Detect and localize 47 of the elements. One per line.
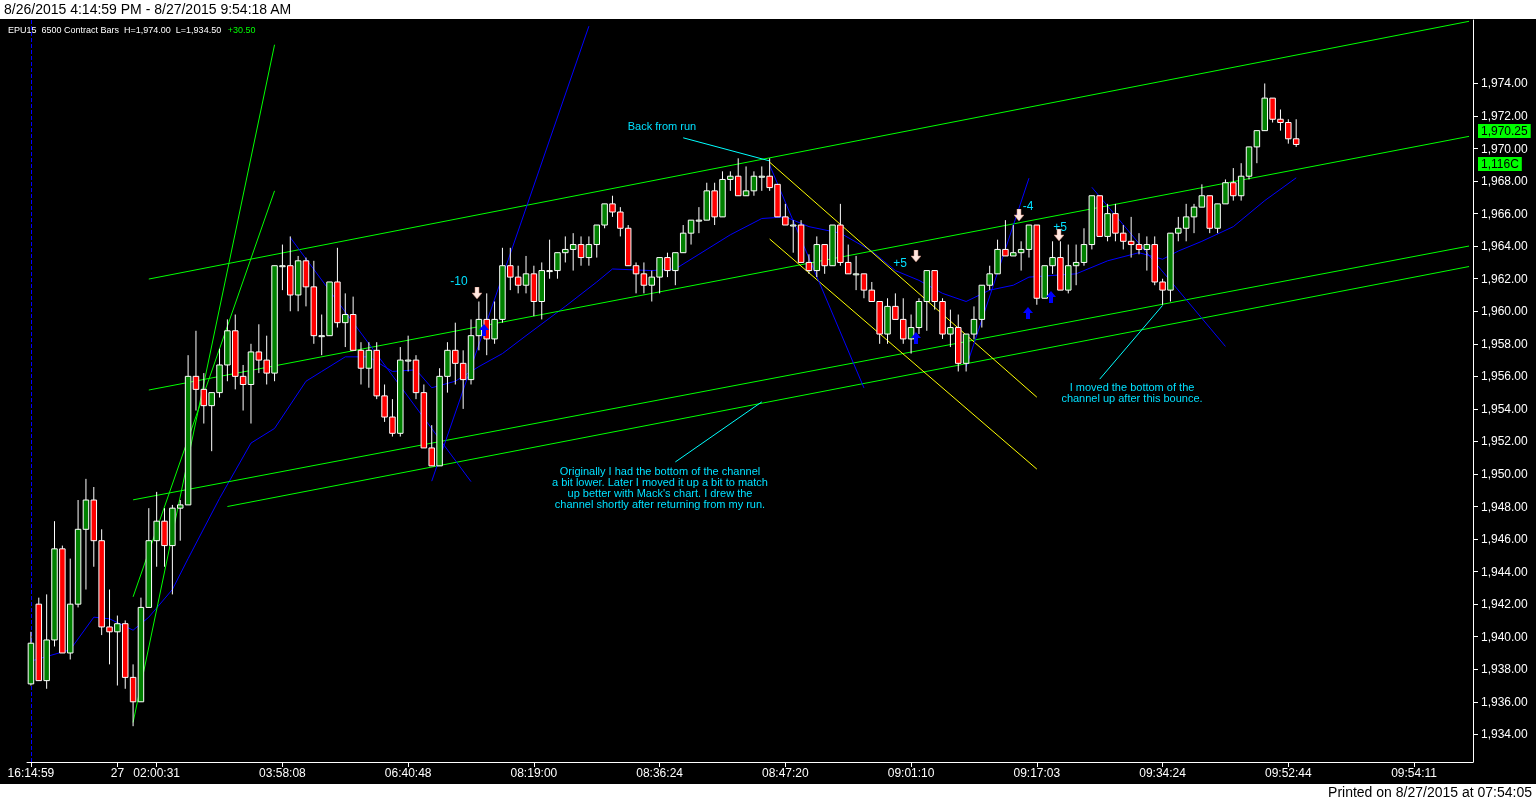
x-tick-label: 08:19:00 bbox=[510, 766, 558, 780]
annotation: +5 bbox=[893, 256, 908, 270]
x-tick-label: 03:58:08 bbox=[259, 766, 307, 780]
text: EPU15 6500 Contract Bars H=1,974.00 L=1,934.50 bbox=[8, 25, 222, 35]
y-tick-label: 1,938.00 bbox=[1481, 662, 1529, 677]
x-tick-label: 08:47:20 bbox=[762, 766, 810, 780]
y-tick-label: 1,956.00 bbox=[1481, 369, 1529, 384]
annotation: Originally I had the bottom of the channel a bit lower. Later I moved it up a bit to match up better with Mack's chart. I drew the channel shortly after returning from my run. bbox=[552, 464, 768, 510]
x-tick-label: 09:52:44 bbox=[1264, 766, 1312, 780]
x-tick-label: 09:17:03 bbox=[1013, 766, 1061, 780]
y-tick-label: 1,948.00 bbox=[1481, 499, 1529, 514]
y-tick-label: 1,964.00 bbox=[1481, 239, 1529, 254]
y-tick-label: 1,950.00 bbox=[1481, 466, 1529, 481]
y-tick-label: 1,942.00 bbox=[1481, 597, 1529, 612]
x-tick-label: 16:14:59 bbox=[7, 766, 55, 780]
y-tick-label: 1,970.00 bbox=[1481, 141, 1529, 156]
y-tick-label: 1,940.00 bbox=[1481, 629, 1529, 644]
y-tick-label: 1,966.00 bbox=[1481, 206, 1529, 221]
annotation: -4 bbox=[1022, 199, 1034, 213]
x-tick-label: 09:34:24 bbox=[1139, 766, 1187, 780]
y-tick-label: 1,972.00 bbox=[1481, 109, 1529, 123]
x-tick-label: 09:54:11 bbox=[1391, 766, 1438, 780]
x-tick-label: 02:00:31 bbox=[133, 766, 181, 780]
y-tick-label: 1,962.00 bbox=[1481, 271, 1529, 286]
annotation: Back from run bbox=[627, 120, 697, 132]
x-tick-label: 06:40:48 bbox=[384, 766, 432, 780]
x-tick-label: 27 bbox=[110, 766, 125, 780]
y-tick-label: 1,944.00 bbox=[1481, 564, 1529, 579]
y-tick-label: 1,954.00 bbox=[1481, 401, 1529, 416]
annotation: -10 bbox=[450, 274, 468, 288]
chart-title: 8/26/2015 4:14:59 PM - 8/27/2015 9:54:18 AM bbox=[4, 1, 292, 17]
y-tick-label: 1,936.00 bbox=[1481, 694, 1529, 709]
y-tick-label: 1,968.00 bbox=[1481, 174, 1529, 189]
y-tick-label: 1,946.00 bbox=[1481, 532, 1529, 547]
text: 1,116C bbox=[1481, 157, 1520, 171]
annotation: +30.50 bbox=[227, 25, 256, 35]
annotation: +5 bbox=[1053, 220, 1068, 234]
annotation: I moved the bottom of the channel up after this bounce. bbox=[1061, 380, 1203, 404]
y-tick-label: 1,974.00 bbox=[1481, 76, 1529, 91]
x-tick-label: 09:01:10 bbox=[887, 766, 935, 780]
y-tick-label: 1,958.00 bbox=[1481, 336, 1529, 351]
y-tick-label: 1,960.00 bbox=[1481, 304, 1529, 319]
y-tick-label: 1,934.00 bbox=[1481, 727, 1529, 742]
y-tick-label: 1,952.00 bbox=[1481, 434, 1529, 449]
text: 1,970.25 bbox=[1481, 124, 1529, 138]
text: Printed on 8/27/2015 at 07:54:05 bbox=[1328, 784, 1532, 800]
x-tick-label: 08:36:24 bbox=[636, 766, 684, 780]
